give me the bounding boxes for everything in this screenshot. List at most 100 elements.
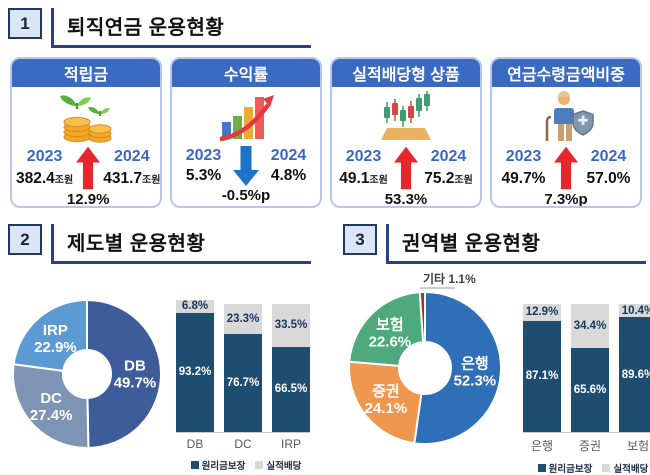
legend-label: 원리금보장 bbox=[201, 461, 246, 472]
bar-segment: 93.2% bbox=[176, 312, 214, 432]
year-label-right: 2024 bbox=[270, 146, 307, 164]
bar-value-label: 12.9% bbox=[525, 306, 559, 319]
value-left: 49.7% bbox=[496, 170, 551, 189]
value-number: 382.4 bbox=[16, 169, 55, 187]
card-return-rate: 수익률 2023 2024 5.3% 4.8% -0 bbox=[170, 57, 322, 208]
rising-bars-arrow-svg bbox=[219, 95, 274, 142]
bar-category-label: DC bbox=[234, 437, 252, 451]
section-number-badge: 3 bbox=[343, 224, 377, 255]
delta-label: -0.5%p bbox=[221, 187, 271, 204]
slice-value-label: 22.6% bbox=[369, 333, 412, 350]
sector-charts: 은행 52.3% 증권 24.1% 보험 22.6% 기타 1.1% 12.9% 87.1% 3… bbox=[343, 264, 650, 475]
outside-slice-label: 기타 1.1% bbox=[423, 271, 476, 286]
section-by-plan: 2 제도별 운용현황 DB 49.7% DC 27.4% IRP 22.9% 6.8% 93… bbox=[8, 224, 330, 475]
value-number: 49.7% bbox=[501, 169, 546, 187]
up-arrow-icon bbox=[391, 146, 421, 190]
bar-value-label: 6.8% bbox=[181, 300, 209, 313]
value-left: 49.1조원 bbox=[336, 170, 391, 189]
year-label-left: 2023 bbox=[26, 147, 63, 165]
bar-value-label: 33.5% bbox=[274, 319, 308, 332]
bottom-sections: 2 제도별 운용현황 DB 49.7% DC 27.4% IRP 22.9% 6.8% 93… bbox=[8, 224, 650, 475]
card-title: 적립금 bbox=[12, 59, 160, 87]
bars-plot-area: 6.8% 93.2% 23.3% 76.7% 33.5% 66.5% bbox=[176, 299, 310, 433]
slice-name-label: IRP bbox=[43, 322, 68, 339]
plan-donut-wrap: DB 49.7% DC 27.4% IRP 22.9% bbox=[8, 298, 166, 472]
section-title-rule: 제도별 운용현황 bbox=[51, 224, 311, 264]
bar-value-label: 65.6% bbox=[573, 384, 607, 397]
slice-name-label: DB bbox=[124, 358, 146, 375]
bar-category-label: 보험 bbox=[626, 439, 650, 453]
candlestick-chart-svg bbox=[381, 91, 431, 140]
slice-value-label: 22.9% bbox=[34, 339, 77, 356]
pie-slice-0 bbox=[413, 290, 502, 445]
up-arrow-icon bbox=[73, 146, 103, 190]
slice-value-label: 24.1% bbox=[365, 400, 408, 417]
section-by-sector: 3 권역별 운용현황 은행 52.3% 증권 24.1% 보험 22.6% 기타 1.1% … bbox=[343, 224, 650, 475]
pie-slice-3 bbox=[418, 290, 426, 344]
slice-value-label: 49.7% bbox=[114, 375, 157, 392]
card-stats: 2023 2024 5.3% 4.8% -0.5%p bbox=[172, 146, 320, 204]
card-title: 수익률 bbox=[172, 59, 320, 87]
section-number-badge: 2 bbox=[8, 224, 42, 255]
bar-value-label: 76.7% bbox=[226, 376, 260, 389]
bar-category-label: 은행 bbox=[530, 439, 554, 453]
retiree-shield-svg bbox=[545, 91, 594, 141]
value-number: 431.7 bbox=[103, 169, 142, 187]
stacked-bar-chart-by-plan: 6.8% 93.2% 23.3% 76.7% 33.5% 66.5% DB DC IRP 원리금보… bbox=[176, 299, 316, 472]
card-stats: 2023 2024 382.4조원 431.7 조원 12.9% bbox=[12, 146, 160, 208]
up-arrow-icon bbox=[551, 146, 581, 190]
chart-legend: 원리금보장 실적배당 bbox=[523, 461, 650, 475]
value-number: 57.0% bbox=[586, 169, 631, 187]
bar-value-label: 93.2% bbox=[178, 366, 212, 379]
delta-label: 53.3% bbox=[384, 191, 428, 208]
year-label-left: 2023 bbox=[345, 147, 382, 165]
section-number-badge: 1 bbox=[8, 8, 42, 39]
value-right: 4.8% bbox=[261, 167, 316, 186]
section-overview: 1 퇴직연금 운용현황 적립금 bbox=[0, 0, 650, 208]
year-label-right: 2024 bbox=[430, 147, 467, 165]
value-right: 57.0% bbox=[581, 170, 636, 189]
section3-header: 3 권역별 운용현황 bbox=[343, 224, 648, 264]
sector-pie-wrap: 은행 52.3% 증권 24.1% 보험 22.6% 기타 1.1% bbox=[343, 268, 513, 475]
bar-segment: 89.6% bbox=[619, 317, 650, 432]
card-pension-receipt-ratio: 연금수령금액비중 2023 202 bbox=[490, 57, 642, 208]
bar-category-labels: 은행 증권 보험 bbox=[523, 437, 650, 454]
year-label-right: 2024 bbox=[114, 147, 150, 165]
legend-swatch bbox=[190, 461, 199, 469]
legend-item: 실적배당 bbox=[602, 461, 648, 475]
legend-label: 원리금보장 bbox=[548, 464, 593, 475]
bar-segment: 33.5% bbox=[272, 304, 310, 347]
card-stats: 2023 2024 49.1조원 75.2조원 53.3% bbox=[332, 146, 480, 208]
value-unit: 조원 bbox=[369, 174, 388, 186]
card-reserves: 적립금 2023 bbox=[10, 57, 162, 208]
plan-charts: DB 49.7% DC 27.4% IRP 22.9% 6.8% 93.2% 23.3% 76.… bbox=[8, 264, 330, 472]
bar-value-label: 87.1% bbox=[525, 370, 559, 383]
bar-segment: 6.8% bbox=[176, 299, 214, 313]
stacked-bar-0: 6.8% 93.2% bbox=[176, 299, 214, 432]
section-title: 퇴직연금 운용현황 bbox=[67, 17, 225, 39]
bar-segment: 76.7% bbox=[224, 333, 262, 432]
section-title: 권역별 운용현황 bbox=[402, 233, 541, 255]
bar-segment: 10.4% bbox=[619, 304, 650, 318]
bar-segment: 12.9% bbox=[523, 304, 561, 321]
legend-item: 실적배당 bbox=[255, 458, 301, 472]
section-title: 제도별 운용현황 bbox=[67, 233, 206, 255]
chart-legend: 원리금보장 실적배당 bbox=[176, 458, 316, 472]
slice-name-label: 증권 bbox=[372, 382, 400, 400]
value-left: 382.4조원 bbox=[16, 170, 73, 189]
year-label-left: 2023 bbox=[185, 146, 222, 164]
section-title-rule: 퇴직연금 운용현황 bbox=[51, 8, 311, 48]
delta-label: 7.3%p bbox=[544, 191, 588, 208]
summary-cards: 적립금 2023 bbox=[10, 57, 650, 208]
value-unit: 조원 bbox=[54, 174, 74, 186]
section2-header: 2 제도별 운용현황 bbox=[8, 224, 330, 264]
delta-label: 12.9% bbox=[66, 191, 110, 208]
bar-value-label: 23.3% bbox=[226, 312, 260, 325]
candlestick-chart-icon bbox=[332, 88, 480, 146]
bar-segment: 66.5% bbox=[272, 346, 310, 432]
bar-value-label: 89.6% bbox=[621, 368, 650, 381]
rising-bars-arrow-icon bbox=[172, 88, 320, 146]
legend-swatch bbox=[537, 464, 546, 472]
